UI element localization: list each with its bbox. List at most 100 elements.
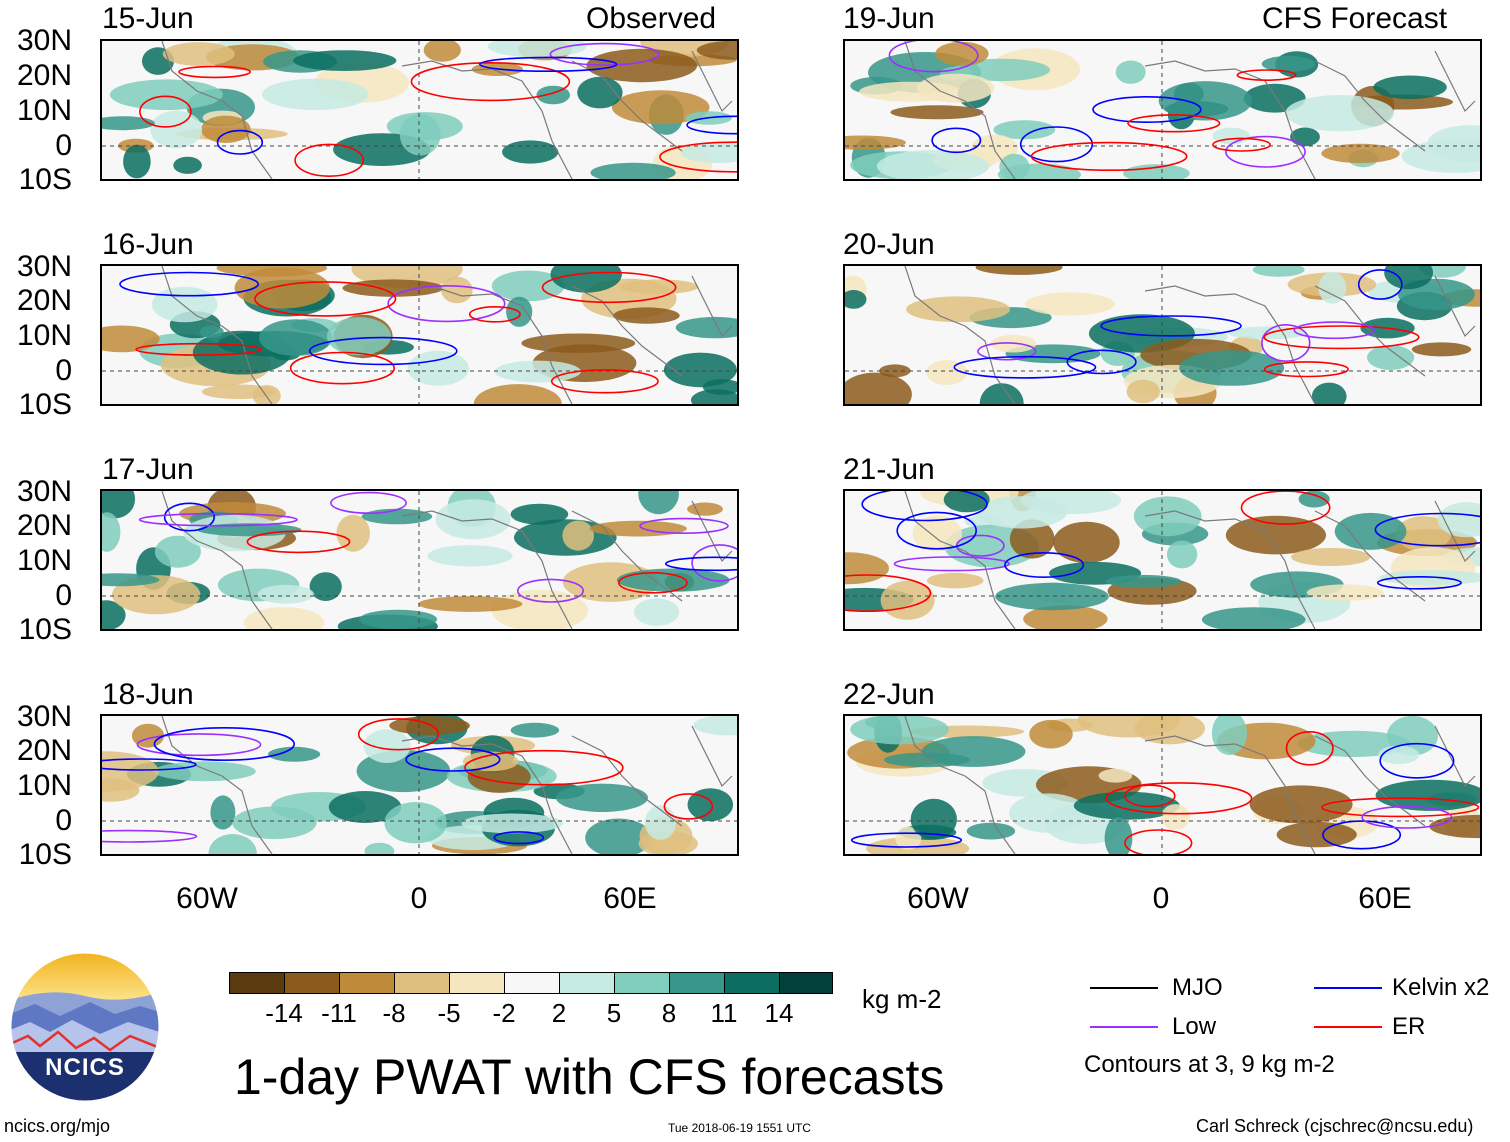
moist-anomaly <box>979 383 1024 404</box>
moist-anomaly <box>102 491 136 519</box>
lat-label: 0 <box>55 804 72 837</box>
map-svg <box>102 716 737 854</box>
lat-label: 0 <box>55 354 72 387</box>
moist-anomaly <box>364 842 395 854</box>
er-contour <box>464 749 624 786</box>
dry-anomaly <box>389 716 470 735</box>
colorbar-tick-label: -8 <box>382 998 406 1028</box>
map-svg <box>845 716 1480 854</box>
moist-anomaly <box>1133 496 1202 537</box>
colorbar-tick-label: 8 <box>661 998 677 1028</box>
map-panel-22-jun <box>843 714 1482 856</box>
footer-timestamp: Tue 2018-06-19 1551 UTC <box>668 1121 811 1135</box>
dry-anomaly <box>845 135 906 150</box>
legend-label-mjo: MJO <box>1172 974 1223 1001</box>
er-contour <box>254 281 397 317</box>
colorbar-swatch <box>779 972 833 994</box>
moist-anomaly <box>435 499 511 540</box>
moist-anomaly <box>328 791 402 823</box>
low-contour <box>1361 805 1453 829</box>
er-contour <box>289 351 395 385</box>
er-contour <box>1263 361 1349 378</box>
dry-anomaly <box>216 266 328 277</box>
dry-anomaly <box>926 360 968 385</box>
er-contour <box>468 305 521 323</box>
legend-line-mjo <box>1090 987 1158 989</box>
kelvin-contour <box>1379 742 1455 779</box>
moist-anomaly <box>638 491 679 515</box>
moist-anomaly <box>975 496 1067 529</box>
dry-anomaly <box>845 552 889 585</box>
kelvin-contour <box>479 56 618 72</box>
colorbar-tick-label: 2 <box>551 998 567 1028</box>
kelvin-contour <box>163 502 216 532</box>
dry-anomaly <box>418 596 523 612</box>
kelvin-contour <box>405 747 501 772</box>
dry-anomaly <box>687 502 723 516</box>
low-contour <box>691 544 737 582</box>
moist-anomaly <box>556 783 648 812</box>
kelvin-contour <box>1019 126 1094 163</box>
figure-title: 1-day PWAT with CFS forecasts <box>234 1049 945 1105</box>
er-contour <box>550 369 659 394</box>
dry-anomaly <box>491 589 589 629</box>
panel-title-21-jun: 21-Jun <box>843 453 935 486</box>
moist-anomaly <box>999 153 1030 179</box>
dry-anomaly <box>975 266 1063 275</box>
kelvin-contour <box>216 129 264 155</box>
dry-anomaly <box>102 778 140 802</box>
dry-anomaly <box>1161 804 1190 830</box>
low-contour <box>102 829 198 843</box>
moist-anomaly <box>687 788 734 822</box>
moist-anomaly <box>153 761 256 782</box>
kelvin-contour <box>102 758 197 771</box>
kelvin-contour <box>1376 576 1462 590</box>
dry-anomaly <box>1429 814 1480 839</box>
moist-anomaly <box>883 752 970 768</box>
lat-label: 10S <box>18 388 72 421</box>
colorbar-swatch <box>394 972 450 994</box>
dry-anomaly <box>473 384 562 404</box>
lat-label: 30N <box>16 24 72 57</box>
moist-anomaly <box>953 58 1050 82</box>
moist-anomaly <box>590 162 676 179</box>
moist-anomaly <box>993 120 1056 140</box>
er-contour <box>1124 784 1176 808</box>
dry-anomaly <box>252 385 281 404</box>
colorbar-swatch <box>449 972 505 994</box>
moist-anomaly <box>262 78 369 111</box>
legend-line-low <box>1090 1026 1158 1028</box>
kelvin-contour <box>861 491 988 522</box>
moist-anomaly <box>359 609 438 629</box>
moist-anomaly <box>491 270 565 302</box>
colorbar-tick-label: -14 <box>265 998 303 1028</box>
dry-anomaly <box>1053 521 1120 564</box>
map-svg <box>845 41 1480 179</box>
low-contour <box>639 517 729 535</box>
map-svg <box>845 491 1480 629</box>
panel-title-19-jun: 19-Jun <box>843 2 935 35</box>
moist-anomaly <box>616 568 730 592</box>
coastline <box>1434 275 1476 338</box>
colorbar-swatch <box>229 972 285 994</box>
moist-anomaly <box>1290 127 1320 147</box>
panel-title-22-jun: 22-Jun <box>843 678 935 711</box>
moist-anomaly <box>1311 382 1347 404</box>
coastlines <box>161 491 733 629</box>
map-panel-20-jun <box>843 264 1482 406</box>
kelvin-contour <box>665 556 737 572</box>
coastline <box>691 50 733 113</box>
moist-anomaly <box>268 746 321 762</box>
colorbar-swatch <box>339 972 395 994</box>
coastline <box>401 285 573 404</box>
coastline <box>1314 735 1426 827</box>
moist-anomaly <box>693 716 737 736</box>
coastline <box>1144 510 1316 629</box>
coastline <box>691 275 733 338</box>
legend-note: Contours at 3, 9 kg m-2 <box>1084 1051 1335 1078</box>
dry-anomaly <box>1126 379 1160 404</box>
legend-label-er: ER <box>1392 1013 1426 1040</box>
colorbar-tick-label: 14 <box>764 998 794 1028</box>
lat-label: 10N <box>16 94 72 127</box>
moist-anomaly <box>1105 574 1182 588</box>
